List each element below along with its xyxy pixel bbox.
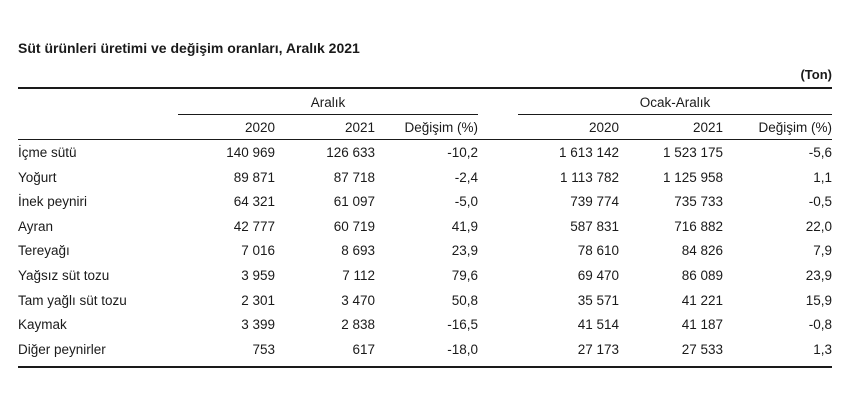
column-header-aralik-2020: 2020 [244,120,275,135]
table-cell: 3 470 [341,292,375,308]
column-header-aralik-2021: 2021 [344,120,375,135]
table-cell: 735 733 [674,194,723,210]
table-row-label: Diğer peynirler [18,341,106,357]
table-cell: 64 321 [233,194,275,210]
table-cell: 35 571 [577,292,619,308]
table-cell: 84 826 [681,243,723,259]
table-cell: 27 173 [577,341,619,357]
table-cell: 50,8 [451,292,478,308]
table-row-label: Yoğurt [18,169,57,185]
table-cell: 7 112 [342,268,375,283]
table-cell: 3 399 [241,317,275,333]
table-cell: 1 125 958 [662,169,723,185]
table-cell: 60 719 [333,218,375,234]
table-cell: 41 514 [577,317,619,333]
table-bottom-rule [18,366,832,368]
table-cell: 15,9 [805,292,832,308]
header-bottom-rule [18,139,832,140]
group-header-aralik: Aralık [310,95,346,110]
table-row-label: Kaymak [18,317,67,333]
table-cell: 3 959 [241,268,275,283]
table-cell: 587 831 [570,218,619,234]
table-cell: 617 [352,341,375,357]
table-cell: 1 113 782 [559,169,619,185]
table-cell: 1,3 [813,341,832,357]
table-cell: 23,9 [805,268,832,283]
table-cell: 23,9 [451,243,478,259]
table-cell: -5,0 [454,194,478,210]
table-row-label: Ayran [18,218,54,234]
table-cell: 87 718 [333,169,375,185]
table-cell: 41 187 [681,317,723,333]
table-cell: 126 633 [326,145,375,160]
group-rule-aralik [178,114,478,115]
table-cell: -0,8 [808,317,832,333]
table-top-rule [18,87,832,89]
table-cell: -2,4 [454,169,478,185]
table-cell: 61 097 [333,194,375,210]
table-row-label: Tam yağlı süt tozu [18,292,127,308]
table-cell: 1 613 142 [558,145,619,160]
table-cell: 1,1 [813,169,832,185]
table-row-label: Yağsız süt tozu [18,268,110,283]
table-cell: 22,0 [805,218,832,234]
column-header-aralik-degisim: Değişim (%) [404,120,478,135]
table-cell: 7 016 [241,243,275,259]
column-header-ocak-aralik-degisim: Değişim (%) [758,120,832,135]
table-cell: 1 523 175 [662,145,723,160]
table-cell: 41,9 [451,218,478,234]
table-cell: 2 838 [341,317,375,333]
table-cell: 753 [252,341,275,357]
table-cell: -0,5 [808,194,832,210]
table-cell: -5,6 [808,145,832,160]
table-cell: -10,2 [447,145,478,160]
table-row-label: İnek peyniri [18,194,88,210]
table-cell: 140 969 [226,145,275,160]
table-row-label: İçme sütü [18,145,77,160]
page-title: Süt ürünleri üretimi ve değişim oranları… [18,40,360,56]
column-header-ocak-aralik-2021: 2021 [692,120,723,135]
table-cell: 89 871 [233,169,275,185]
table-cell: 716 882 [674,218,723,234]
table-row-label: Tereyağı [18,243,70,259]
table-cell: 739 774 [570,194,619,210]
table-cell: 69 470 [577,268,619,283]
table-cell: 8 693 [341,243,375,259]
table-cell: 79,6 [451,268,478,283]
table-cell: -16,5 [447,317,478,333]
table-cell: 41 221 [681,292,723,308]
table-cell: 2 301 [241,292,275,308]
table-cell: -18,0 [447,341,478,357]
table-cell: 86 089 [681,268,723,283]
table-cell: 27 533 [681,341,723,357]
column-header-ocak-aralik-2020: 2020 [588,120,619,135]
table-cell: 42 777 [233,218,275,234]
unit-label: (Ton) [800,67,832,82]
group-header-ocak-aralik: Ocak-Aralık [639,95,711,110]
group-rule-ocak-aralik [518,114,832,115]
table-cell: 7,9 [813,243,832,259]
table-cell: 78 610 [577,243,619,259]
